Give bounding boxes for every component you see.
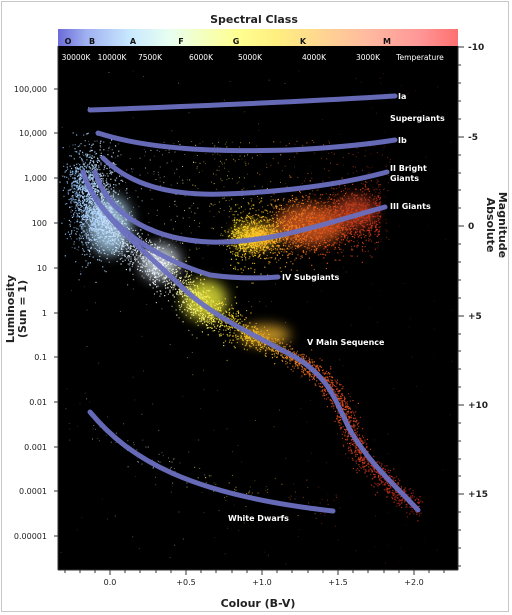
label-white-dwarfs: White Dwarfs (228, 514, 289, 523)
temp-5000: 5000K (238, 53, 263, 62)
mag-tick-minus5: -5 (468, 133, 478, 143)
colour-axis: 0.0 +0.5 +1.0 +1.5 +2.0 Colour (B-V) (58, 569, 458, 610)
label-subgiants: IV Subgiants (282, 273, 340, 282)
label-ib: Ib (398, 136, 407, 145)
luminosity-label-line1: Luminosity (4, 275, 17, 343)
magnitude-axis-label: Absolute Magnitude (484, 192, 509, 258)
lum-tick-0-01: 0.01 (29, 398, 47, 407)
colour-tick-1-5: +1.5 (328, 578, 347, 587)
lum-tick-1: 1 (42, 309, 47, 318)
label-supergiants: Supergiants (390, 114, 445, 123)
luminosity-axis-label: Luminosity (Sun = 1) (4, 275, 29, 343)
branch-bright-giants (100, 155, 390, 197)
luminosity-axis: 100,000 10,000 1,000 100 10 1 0.1 0.01 0… (14, 46, 59, 570)
branch-ib (95, 130, 398, 154)
temperature-label: Temperature (395, 53, 444, 62)
spectral-class-bar (58, 29, 458, 46)
diagram-title: Spectral Class (210, 13, 298, 26)
colour-tick-2-0: +2.0 (404, 578, 423, 587)
mag-tick-plus15: +15 (468, 490, 488, 500)
lum-tick-0-0001: 0.0001 (19, 487, 47, 496)
colour-tick-0-5: +0.5 (176, 578, 195, 587)
class-a: A (130, 37, 137, 46)
label-main-sequence: V Main Sequence (307, 338, 385, 347)
class-g: G (233, 37, 240, 46)
mag-tick-minus10: -10 (468, 43, 484, 53)
label-ia: Ia (398, 92, 406, 101)
branch-white-dwarfs (87, 409, 336, 514)
label-giants: III Giants (390, 202, 431, 211)
temp-4000: 4000K (302, 53, 327, 62)
class-m: M (383, 37, 391, 46)
temp-7500: 7500K (138, 53, 163, 62)
mag-tick-plus10: +10 (468, 401, 488, 411)
mag-tick-plus5: +5 (468, 312, 482, 322)
class-o: O (65, 37, 72, 46)
lum-tick-10: 10 (37, 264, 47, 273)
lum-tick-0-1: 0.1 (34, 353, 47, 362)
branch-lines (80, 93, 421, 514)
colour-tick-1-0: +1.0 (252, 578, 271, 587)
temp-6000: 6000K (189, 53, 214, 62)
branch-giants (92, 169, 388, 245)
temp-3000: 3000K (356, 53, 381, 62)
lum-tick-1000: 1,000 (24, 174, 47, 183)
colour-axis-label: Colour (B-V) (221, 597, 296, 610)
luminosity-label-line2: (Sun = 1) (16, 280, 29, 338)
mag-tick-0: 0 (468, 222, 474, 232)
lum-tick-10000: 10,000 (19, 129, 47, 138)
branch-main-sequence (80, 169, 421, 513)
spectral-class-labels: O B A F G K M (65, 37, 391, 46)
class-b: B (89, 37, 95, 46)
lum-tick-100000: 100,000 (14, 85, 47, 94)
region-labels: Ia Supergiants Ib II Bright Giants III G… (228, 92, 445, 523)
lum-tick-100: 100 (32, 219, 47, 228)
lum-tick-0-001: 0.001 (24, 443, 47, 452)
temp-30000: 30000K (62, 53, 92, 62)
magnitude-label-line2: Magnitude (496, 192, 509, 258)
lum-tick-0-00001: 0.00001 (14, 532, 47, 541)
magnitude-axis: -10 -5 0 +5 +10 +15 (457, 43, 488, 570)
temp-10000: 10000K (98, 53, 128, 62)
class-k: K (300, 37, 307, 46)
temperature-labels: 30000K 10000K 7500K 6000K 5000K 4000K 30… (62, 53, 445, 62)
magnitude-label-line1: Absolute (484, 198, 497, 253)
label-bright-giants-2: Giants (390, 174, 419, 183)
branch-ia (87, 93, 398, 113)
class-f: F (178, 37, 183, 46)
label-bright-giants-1: II Bright (390, 164, 427, 173)
colour-tick-0: 0.0 (104, 578, 117, 587)
